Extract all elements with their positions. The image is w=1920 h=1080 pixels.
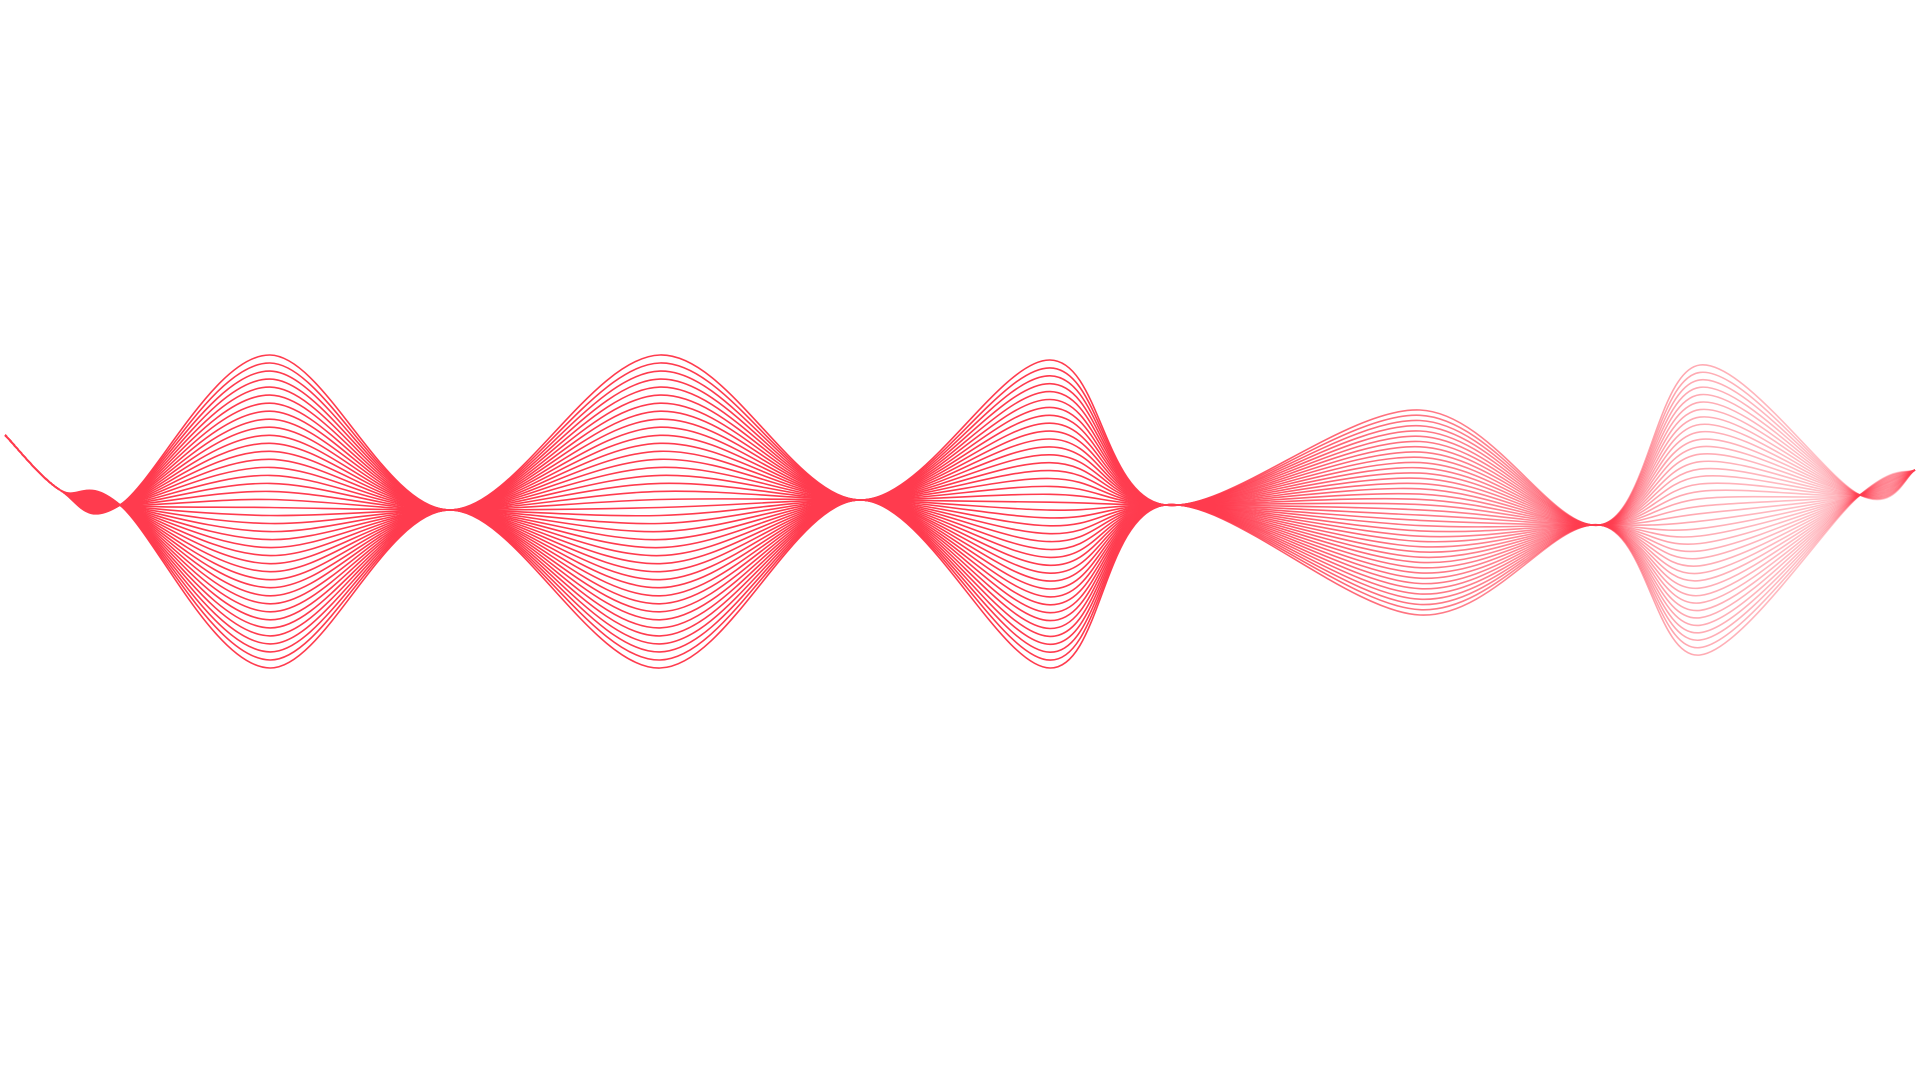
wave-line	[4, 434, 1916, 646]
wave-line	[4, 434, 1916, 582]
wave-line	[4, 434, 1916, 669]
wave-line	[4, 434, 1916, 630]
wave-lines-group	[4, 354, 1916, 669]
wave-line	[4, 434, 1916, 575]
wave-line	[4, 434, 1916, 543]
wave-line	[4, 434, 1916, 551]
wave-line	[4, 434, 1916, 527]
wave-line	[4, 434, 1916, 622]
wave-line	[4, 434, 1916, 606]
wave-line	[4, 434, 1916, 567]
wave-line	[4, 354, 1916, 526]
wave-line	[4, 434, 1916, 526]
wave-line	[4, 378, 1916, 526]
wave-line	[4, 410, 1916, 526]
wave-line	[4, 434, 1916, 526]
wave-line	[4, 434, 1916, 526]
wave-line	[4, 426, 1916, 526]
wave-line	[4, 434, 1916, 654]
wave-line	[4, 434, 1916, 559]
wave-line	[4, 394, 1916, 526]
wave-line	[4, 434, 1916, 526]
wave-line	[4, 370, 1916, 526]
wave-line	[4, 434, 1916, 661]
wave-line	[4, 386, 1916, 526]
wave-line	[4, 434, 1916, 526]
wave-line	[4, 434, 1916, 614]
wave-line	[4, 434, 1916, 526]
wave-line	[4, 418, 1916, 526]
wave-line	[4, 434, 1916, 526]
wave-line	[4, 434, 1916, 590]
wave-line	[4, 434, 1916, 526]
wave-line	[4, 434, 1916, 526]
wave-line	[4, 434, 1916, 598]
wave-line	[4, 434, 1916, 638]
wave-line	[4, 402, 1916, 526]
wave-line	[4, 434, 1916, 526]
wave-line	[4, 362, 1916, 526]
wave-line	[4, 434, 1916, 526]
wave-line	[4, 434, 1916, 535]
